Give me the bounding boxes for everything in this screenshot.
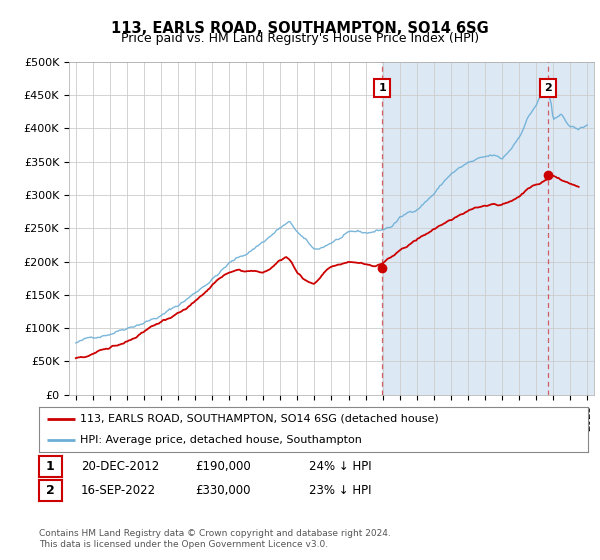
Text: 113, EARLS ROAD, SOUTHAMPTON, SO14 6SG: 113, EARLS ROAD, SOUTHAMPTON, SO14 6SG: [111, 21, 489, 36]
Text: £190,000: £190,000: [195, 460, 251, 473]
Text: 2: 2: [46, 484, 55, 497]
Text: £330,000: £330,000: [195, 484, 251, 497]
Text: HPI: Average price, detached house, Southampton: HPI: Average price, detached house, Sout…: [80, 435, 362, 445]
Text: Price paid vs. HM Land Registry's House Price Index (HPI): Price paid vs. HM Land Registry's House …: [121, 32, 479, 45]
Text: 16-SEP-2022: 16-SEP-2022: [81, 484, 156, 497]
Text: 20-DEC-2012: 20-DEC-2012: [81, 460, 159, 473]
Text: 1: 1: [46, 460, 55, 473]
Text: 24% ↓ HPI: 24% ↓ HPI: [309, 460, 371, 473]
Text: 23% ↓ HPI: 23% ↓ HPI: [309, 484, 371, 497]
Bar: [382, 62, 600, 395]
Text: Contains HM Land Registry data © Crown copyright and database right 2024.
This d: Contains HM Land Registry data © Crown c…: [39, 529, 391, 549]
Text: 2: 2: [544, 83, 552, 94]
Text: 1: 1: [378, 83, 386, 94]
Text: 113, EARLS ROAD, SOUTHAMPTON, SO14 6SG (detached house): 113, EARLS ROAD, SOUTHAMPTON, SO14 6SG (…: [80, 414, 439, 424]
